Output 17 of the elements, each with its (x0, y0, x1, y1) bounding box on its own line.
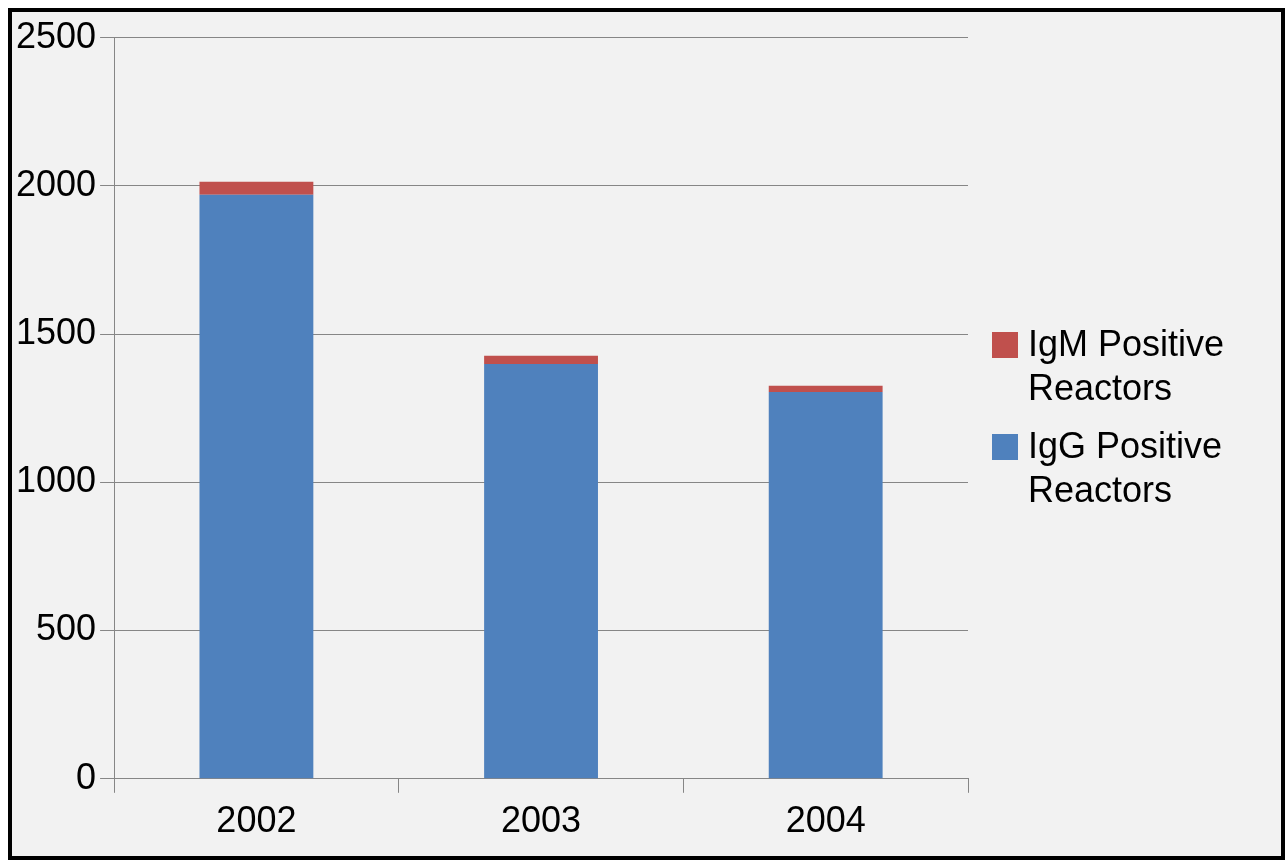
y-tick-label: 0 (76, 755, 97, 797)
bar (484, 364, 598, 779)
x-tick-label: 2003 (501, 799, 582, 841)
bar (199, 181, 314, 195)
y-tick-label: 2000 (15, 162, 97, 204)
y-tick-label: 500 (36, 607, 97, 649)
bar (484, 355, 598, 365)
legend-label: IgM Positive Reactors (1028, 322, 1226, 410)
y-tick-label: 1500 (15, 311, 97, 352)
y-tick-label: 2500 (15, 14, 97, 56)
y-tick-label: 1000 (15, 459, 97, 501)
x-tick-label: 2004 (785, 799, 866, 841)
x-tick-label: 2002 (216, 799, 297, 841)
bar (199, 194, 314, 779)
bar (768, 385, 883, 392)
legend-label: IgG Positive Reactors (1028, 424, 1224, 512)
bar (768, 391, 883, 779)
